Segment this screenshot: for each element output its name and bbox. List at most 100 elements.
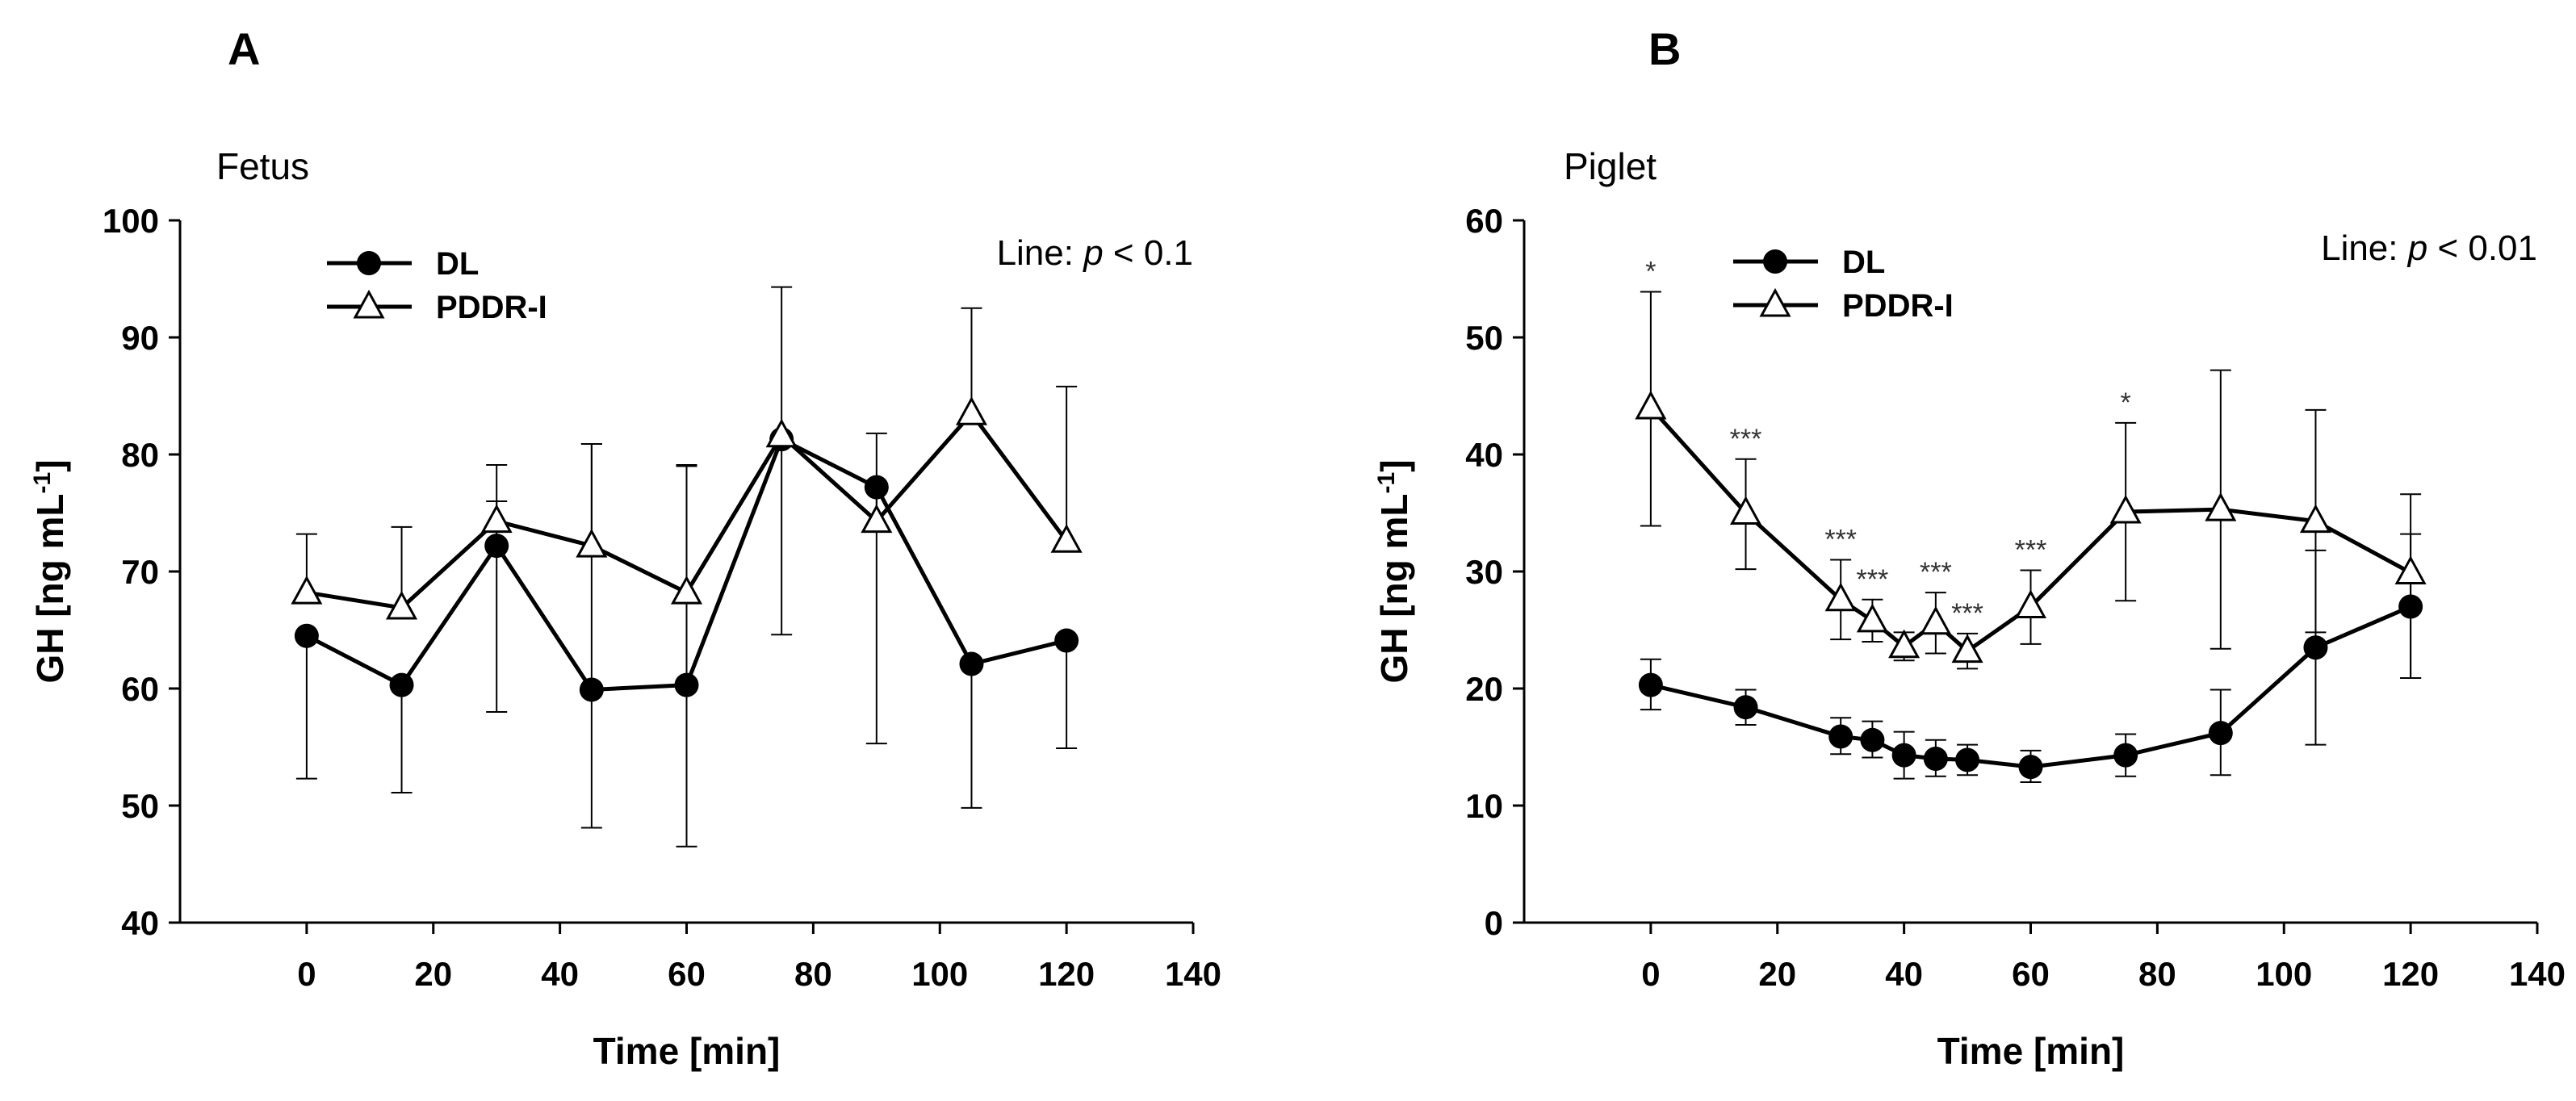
y-axis-title-sup: -1 — [29, 472, 56, 494]
significance-marker: *** — [1824, 525, 1857, 555]
data-point — [1891, 743, 1916, 768]
y-tick-label: 100 — [103, 202, 159, 240]
p-value-suffix: < 0.1 — [1104, 233, 1193, 273]
data-point — [2299, 504, 2332, 534]
p-value-annotation: Line: p < 0.1 — [997, 233, 1193, 273]
data-point — [1951, 634, 1983, 664]
data-point — [1955, 747, 1980, 772]
y-tick-label: 50 — [121, 787, 159, 825]
series-dl — [294, 427, 1079, 848]
legend-label: PDDR-I — [436, 290, 547, 325]
data-point — [2018, 755, 2043, 780]
y-axis-title: GH [ng mL-1] — [1373, 459, 1416, 683]
data-point — [1050, 524, 1083, 553]
y-axis-title-end: ] — [1373, 459, 1415, 471]
data-point — [484, 534, 509, 559]
x-tick-label: 0 — [297, 955, 316, 993]
data-point — [480, 504, 513, 534]
significance-marker: *** — [1857, 564, 1889, 595]
p-value-symbol: p — [1082, 233, 1103, 273]
panel-a: A Fetus 40 50 60 70 80 90 100 0 20 40 60 80 100 120 140 T… — [29, 23, 1222, 1072]
data-point — [1860, 727, 1885, 752]
y-tick-label: 70 — [121, 553, 159, 591]
data-point — [1856, 603, 1888, 633]
series-pddr-i — [1635, 291, 2427, 679]
significance-marker: *** — [1920, 557, 1952, 588]
x-tick-label: 140 — [2509, 955, 2566, 993]
data-point — [576, 528, 608, 558]
x-tick-label: 100 — [911, 955, 968, 993]
p-value-prefix: Line: — [2321, 228, 2408, 268]
data-point — [861, 504, 893, 534]
data-point — [955, 396, 988, 425]
data-point — [2394, 555, 2427, 584]
data-point — [1888, 629, 1920, 659]
y-axis-title-end: ] — [29, 459, 71, 471]
data-point — [2303, 635, 2328, 660]
p-value-prefix: Line: — [997, 233, 1084, 273]
x-tick-label: 80 — [794, 955, 832, 993]
x-tick-label: 80 — [2138, 955, 2176, 993]
panel-letter: B — [1648, 23, 1681, 74]
data-point — [1729, 496, 1762, 525]
y-tick-label: 10 — [1465, 787, 1503, 825]
y-tick-label: 50 — [1465, 319, 1503, 357]
y-tick-label: 0 — [1485, 904, 1503, 942]
x-tick-label: 60 — [2012, 955, 2050, 993]
data-point — [959, 651, 984, 676]
x-tick-label: 140 — [1165, 955, 1221, 993]
data-point — [2208, 721, 2233, 746]
data-point — [1638, 672, 1663, 697]
series-line — [1649, 406, 2412, 654]
y-axis-title: GH [ng mL-1] — [29, 459, 72, 683]
x-tick-label: 20 — [414, 955, 452, 993]
data-point — [294, 623, 319, 648]
significance-marker: * — [2121, 387, 2131, 418]
data-point — [2109, 494, 2142, 524]
p-value-suffix: < 0.01 — [2427, 228, 2537, 268]
data-point — [579, 677, 604, 702]
p-value-symbol: p — [2406, 228, 2427, 268]
y-tick-label: 40 — [1465, 436, 1503, 474]
data-point — [1923, 747, 1948, 771]
series-pddr-i — [291, 286, 1083, 636]
legend-label: PDDR-I — [1842, 288, 1954, 324]
significance-marker: *** — [1951, 598, 1983, 629]
legend-marker — [357, 251, 381, 275]
data-point — [765, 418, 798, 448]
x-axis-title: Time [min] — [593, 1030, 781, 1072]
legend-label: DL — [436, 246, 479, 282]
data-point — [670, 575, 703, 605]
data-point — [1828, 724, 1853, 749]
legend-marker — [1759, 287, 1791, 317]
significance-marker: *** — [1730, 424, 1762, 454]
x-tick-label: 0 — [1641, 955, 1660, 993]
data-point — [2014, 589, 2047, 618]
x-tick-label: 100 — [2256, 955, 2312, 993]
x-tick-label: 40 — [1885, 955, 1923, 993]
legend: DL PDDR-I — [327, 246, 547, 325]
legend-marker — [1763, 249, 1787, 274]
legend-label: DL — [1842, 245, 1885, 280]
legend-marker — [353, 289, 385, 319]
y-tick-label: 90 — [121, 319, 159, 357]
panel-subtitle: Fetus — [216, 145, 309, 187]
series-line — [1650, 605, 2412, 769]
x-tick-label: 120 — [1038, 955, 1095, 993]
p-value-annotation: Line: p < 0.01 — [2321, 228, 2537, 268]
panel-letter: A — [228, 23, 260, 74]
x-tick-label: 60 — [668, 955, 706, 993]
y-tick-label: 30 — [1465, 553, 1503, 591]
panel-b: B Piglet 0 10 20 30 40 50 60 0 20 40 60 80 100 120 140 Ti… — [1373, 23, 2566, 1072]
significance-marker: *** — [2015, 535, 2047, 566]
data-point — [1635, 390, 1667, 420]
data-point — [1824, 582, 1857, 612]
y-tick-label: 40 — [121, 904, 159, 942]
x-tick-label: 120 — [2382, 955, 2439, 993]
x-axis-title: Time [min] — [1937, 1030, 2125, 1072]
legend: DL PDDR-I — [1733, 245, 1954, 324]
panel-subtitle: Piglet — [1564, 145, 1657, 187]
data-point — [2205, 492, 2237, 521]
data-point — [1733, 695, 1758, 720]
